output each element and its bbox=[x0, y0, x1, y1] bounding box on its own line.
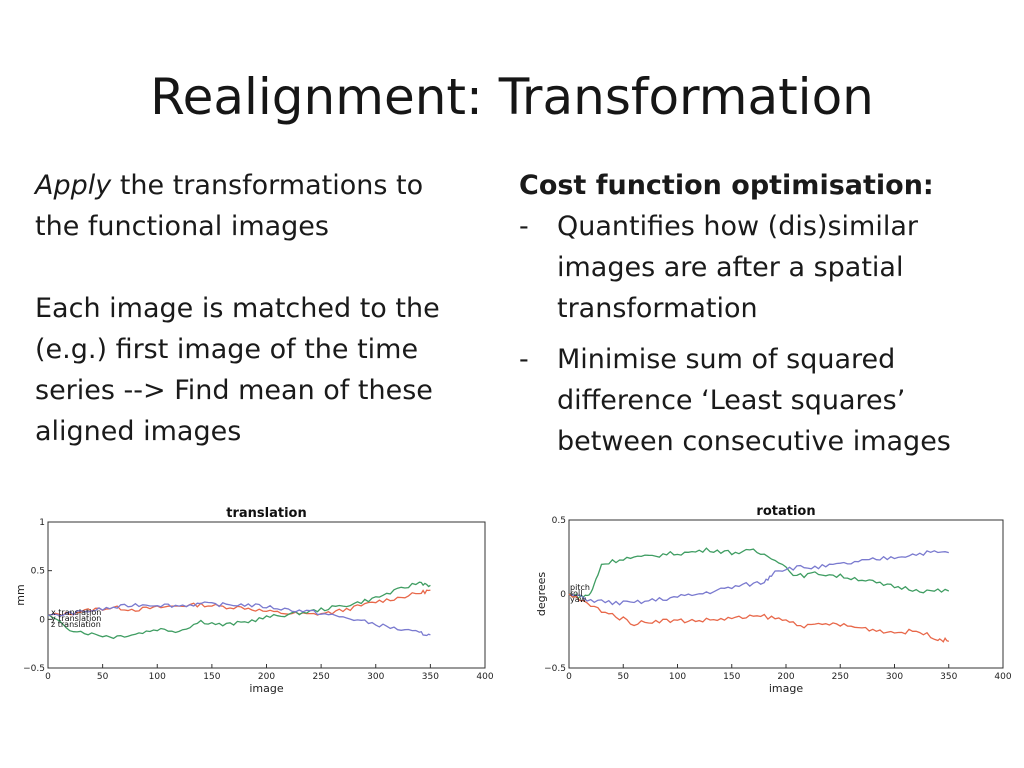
x-tick-label: 250 bbox=[832, 672, 849, 682]
x-tick-label: 200 bbox=[777, 672, 794, 682]
matching-line: (e.g.) first image of the time bbox=[35, 334, 419, 365]
slide-title: Realignment: Transformation bbox=[150, 68, 874, 126]
y-tick-label: 0.5 bbox=[552, 516, 566, 526]
y-axis-label: degrees bbox=[535, 572, 548, 617]
y-tick-label: −0.5 bbox=[544, 664, 566, 674]
matching-line: Each image is matched to the bbox=[35, 293, 440, 324]
bullet-text: Minimise sum of squared difference ‘Leas… bbox=[557, 339, 1009, 462]
x-tick-label: 350 bbox=[422, 672, 439, 682]
y-axis-label: mm bbox=[14, 584, 27, 605]
legend-entry: pitch bbox=[570, 583, 590, 592]
chart-title: translation bbox=[226, 506, 306, 521]
x-tick-label: 0 bbox=[45, 672, 51, 682]
legend-entry: yaw bbox=[570, 595, 587, 604]
plot-frame bbox=[568, 519, 1004, 669]
bullet-line: Minimise sum of squared bbox=[557, 344, 896, 375]
legend-entry: roll bbox=[570, 589, 582, 598]
apply-text-line1: the transformations to bbox=[111, 170, 424, 201]
bullet-line: images are after a spatial bbox=[557, 252, 904, 283]
bullet-line: between consecutive images bbox=[557, 426, 951, 457]
x-tick-label: 150 bbox=[723, 672, 740, 682]
paragraph-gap bbox=[35, 247, 495, 288]
chart-title: rotation bbox=[756, 504, 815, 519]
x-tick-label: 50 bbox=[97, 672, 109, 682]
y-tick-label: 1 bbox=[39, 518, 45, 528]
y-tick-label: −0.5 bbox=[23, 664, 45, 674]
y-tick-label: 0 bbox=[560, 590, 566, 600]
x-tick-label: 0 bbox=[566, 672, 572, 682]
cost-function-heading: Cost function optimisation: bbox=[519, 170, 934, 201]
x-tick-label: 400 bbox=[476, 672, 493, 682]
x-tick-label: 250 bbox=[313, 672, 330, 682]
matching-line: series --> Find mean of these bbox=[35, 375, 433, 406]
plot-frame bbox=[47, 521, 486, 669]
x-tick-label: 300 bbox=[886, 672, 903, 682]
x-tick-label: 400 bbox=[994, 672, 1011, 682]
bullet-text: Quantifies how (dis)similar images are a… bbox=[557, 206, 1009, 329]
apply-emphasis: Apply bbox=[35, 170, 112, 201]
legend-entry: y translation bbox=[51, 614, 101, 623]
legend-entry: z translation bbox=[51, 620, 101, 629]
bullet-dash: - bbox=[519, 344, 529, 375]
legend-entry: x translation bbox=[51, 608, 101, 617]
x-tick-label: 200 bbox=[258, 672, 275, 682]
x-axis-label: image bbox=[769, 682, 803, 695]
x-tick-label: 50 bbox=[618, 672, 630, 682]
x-tick-label: 150 bbox=[203, 672, 220, 682]
x-tick-label: 100 bbox=[149, 672, 166, 682]
y-tick-label: 0.5 bbox=[31, 567, 45, 577]
x-tick-label: 350 bbox=[940, 672, 957, 682]
y-tick-label: 0 bbox=[39, 615, 45, 625]
series-line-2 bbox=[568, 593, 950, 643]
left-text-column: Apply the transformations to the functio… bbox=[35, 165, 495, 452]
bullet-item: - Quantifies how (dis)similar images are… bbox=[519, 206, 1009, 329]
series-line-2 bbox=[47, 601, 431, 637]
series-line-0 bbox=[568, 547, 950, 600]
bullet-line: Quantifies how (dis)similar bbox=[557, 211, 918, 242]
x-axis-label: image bbox=[249, 682, 283, 695]
matching-paragraph: Each image is matched to the (e.g.) firs… bbox=[35, 288, 495, 452]
apply-text-line2: the functional images bbox=[35, 211, 329, 242]
bullet-item: - Minimise sum of squared difference ‘Le… bbox=[519, 339, 1009, 462]
x-tick-label: 100 bbox=[669, 672, 686, 682]
bullet-line: difference ‘Least squares’ bbox=[557, 385, 906, 416]
series-line-1 bbox=[568, 550, 949, 606]
apply-paragraph: Apply the transformations to the functio… bbox=[35, 165, 495, 247]
x-tick-label: 300 bbox=[367, 672, 384, 682]
right-text-column: Cost function optimisation: - Quantifies… bbox=[519, 165, 1009, 462]
series-line-1 bbox=[47, 581, 431, 640]
bullet-dash: - bbox=[519, 211, 529, 242]
bullet-line: transformation bbox=[557, 293, 758, 324]
matching-line: aligned images bbox=[35, 416, 242, 447]
